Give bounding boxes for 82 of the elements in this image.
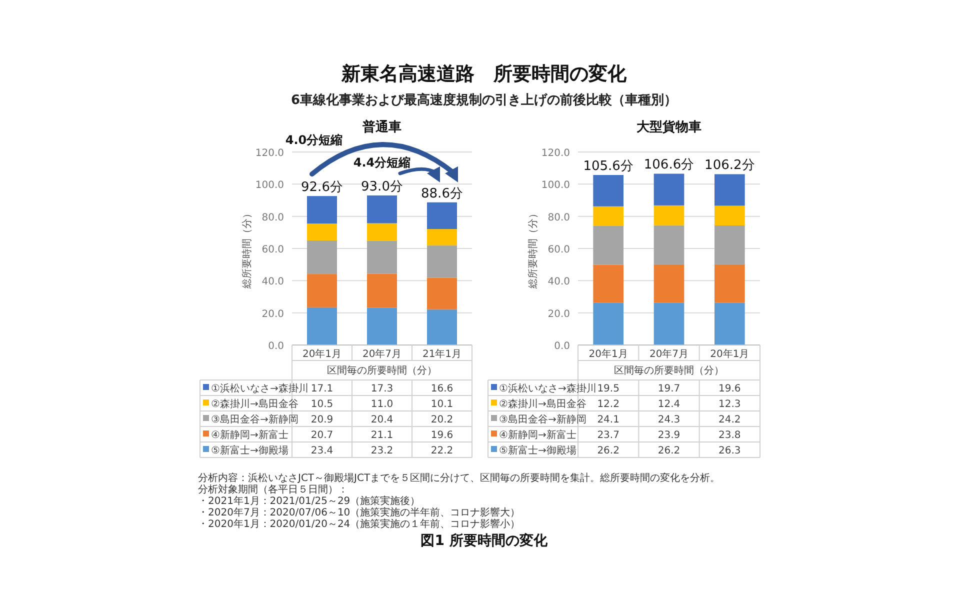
data-label: 19.5 [597, 384, 620, 394]
data-label: 12.4 [658, 399, 680, 410]
y-tick-label: 40.0 [262, 276, 284, 288]
y-tick-label: 0.0 [554, 341, 570, 352]
x-tick-label: 21年1月 [422, 348, 462, 360]
x-tick-label: 20年7月 [649, 348, 689, 360]
y-tick-label: 120.0 [255, 148, 284, 159]
data-label: 20.4 [370, 414, 394, 426]
legend-label: ②森掛川→島田金谷 [211, 398, 298, 410]
data-label: 11.0 [370, 399, 394, 410]
legend-label: ④新静岡→新富士 [499, 429, 576, 441]
legend-label: ⑤新富士→御殿場 [499, 444, 576, 456]
data-label: 24.2 [718, 414, 741, 426]
annotation: 4.4分短縮 [353, 155, 411, 170]
total-label: 93.0分 [361, 179, 403, 194]
text: ・2020年7月：2020/07/06～10（施策実施の半年前、コロナ影響大） [198, 506, 520, 518]
text: 4.0分短縮 [285, 133, 343, 147]
data-label: 16.6 [430, 384, 454, 394]
chart-title: 大型貨物車 [636, 119, 702, 135]
x-axis-title: 区間毎の所要時間（分） [614, 364, 724, 376]
data-label: 17.1 [310, 384, 334, 394]
data-label: 10.5 [310, 399, 334, 410]
y-tick-label: 100.0 [541, 180, 570, 192]
data-label: 23.9 [658, 430, 680, 441]
data-label: 26.2 [658, 446, 680, 456]
data-label: 19.6 [430, 430, 454, 441]
x-tick-label: 20年1月 [588, 348, 628, 360]
y-tick-label: 60.0 [548, 244, 570, 256]
data-label: 22.2 [430, 446, 454, 456]
total-label: 105.6分 [583, 159, 634, 174]
y-tick-label: 80.0 [262, 212, 284, 224]
data-label: 20.7 [310, 430, 334, 441]
data-label: 12.3 [718, 399, 741, 410]
y-tick-label: 40.0 [548, 276, 570, 288]
y-tick-label: 20.0 [548, 308, 570, 320]
data-label: 12.2 [597, 399, 620, 410]
data-label: 17.3 [370, 384, 394, 394]
text: ・2021年1月：2021/01/25～29（施策実施後） [198, 495, 420, 507]
text: 新東名高速道路 所要時間の変化 [340, 63, 628, 85]
data-label: 23.7 [597, 430, 620, 441]
total-label: 106.6分 [644, 158, 694, 173]
caption: 図1 所要時間の変化 [420, 532, 548, 549]
data-label: 26.3 [718, 446, 741, 456]
x-tick-label: 20年1月 [710, 348, 750, 360]
data-label: 10.1 [430, 399, 454, 410]
data-label: 23.2 [370, 446, 394, 456]
data-label: 21.1 [370, 430, 394, 441]
data-label: 20.2 [430, 414, 454, 426]
y-axis-title: 総所要時間（分） [527, 208, 539, 290]
total-label: 106.2分 [704, 158, 755, 174]
x-axis-title: 区間毎の所要時間（分） [327, 364, 437, 376]
text: 分析内容：浜松いなさJCT～御殿場JCTまでを５区間に分けて、区間毎の所要時間を集計。総所要時間の変化を分析。 [198, 472, 720, 484]
legend-label: ③島田金谷→新静岡 [499, 414, 586, 426]
legend-label: ①浜松いなさ→森掛川 [499, 382, 596, 394]
chart-title: 普通車 [362, 119, 402, 135]
legend-label: ④新静岡→新富士 [211, 429, 288, 441]
legend-label: ⑤新富士→御殿場 [211, 444, 288, 456]
text: ・2020年1月：2020/01/20～24（施策実施の１年前、コロナ影響小） [198, 518, 520, 530]
data-label: 23.8 [718, 430, 741, 441]
data-label: 26.2 [597, 446, 620, 456]
y-tick-label: 60.0 [262, 244, 284, 256]
y-tick-label: 0.0 [268, 341, 284, 352]
total-label: 88.6分 [421, 186, 463, 202]
total-label: 92.6分 [301, 180, 343, 196]
y-tick-label: 100.0 [255, 180, 284, 192]
y-tick-label: 20.0 [262, 308, 284, 320]
legend-label: ①浜松いなさ→森掛川 [211, 382, 308, 394]
y-axis-title: 総所要時間（分） [241, 208, 253, 290]
y-tick-label: 80.0 [548, 212, 570, 224]
data-label: 24.1 [597, 414, 620, 426]
legend-label: ③島田金谷→新静岡 [211, 414, 298, 426]
data-label: 24.3 [658, 414, 680, 426]
data-label: 19.6 [718, 384, 741, 394]
text: 6車線化事業および最高速度規制の引き上げの前後比較（車種別） [290, 92, 678, 108]
x-tick-label: 20年1月 [302, 348, 342, 360]
x-tick-label: 20年7月 [362, 348, 402, 360]
y-tick-label: 120.0 [541, 148, 570, 159]
text: 分析対象期間（各平日５日間）： [198, 484, 348, 496]
data-label: 20.9 [310, 414, 334, 426]
data-label: 19.7 [658, 384, 680, 394]
data-label: 23.4 [310, 446, 334, 456]
legend-label: ②森掛川→島田金谷 [499, 398, 586, 410]
